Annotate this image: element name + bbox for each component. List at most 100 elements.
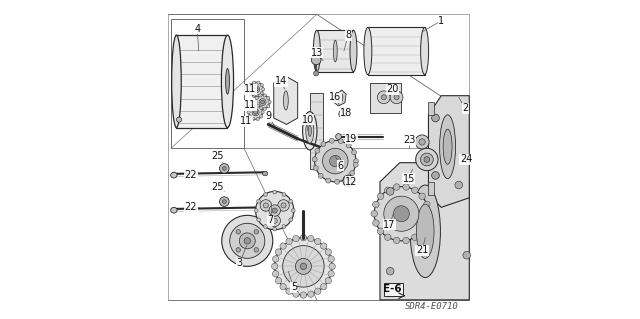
Text: 25: 25 xyxy=(211,182,223,192)
Circle shape xyxy=(335,179,340,184)
Circle shape xyxy=(254,209,258,212)
Circle shape xyxy=(300,234,307,241)
Text: 25: 25 xyxy=(211,151,223,161)
Circle shape xyxy=(261,111,264,114)
Text: 11: 11 xyxy=(244,84,257,94)
Circle shape xyxy=(315,288,321,294)
Circle shape xyxy=(259,107,262,110)
Circle shape xyxy=(346,143,351,148)
Circle shape xyxy=(248,115,252,118)
Circle shape xyxy=(424,220,430,226)
Circle shape xyxy=(338,138,343,144)
Polygon shape xyxy=(333,90,346,106)
Ellipse shape xyxy=(443,129,452,164)
Text: 1: 1 xyxy=(438,16,444,26)
Circle shape xyxy=(271,263,278,270)
Circle shape xyxy=(419,139,425,145)
Circle shape xyxy=(463,156,469,163)
Circle shape xyxy=(321,284,327,290)
Text: 22: 22 xyxy=(184,170,197,181)
Text: 5: 5 xyxy=(291,282,297,292)
Text: SDR4-E0710: SDR4-E0710 xyxy=(404,302,458,311)
Circle shape xyxy=(273,271,279,277)
Circle shape xyxy=(394,237,400,244)
Ellipse shape xyxy=(262,171,268,176)
Text: 4: 4 xyxy=(194,24,200,34)
Circle shape xyxy=(289,199,292,203)
Text: 6: 6 xyxy=(338,161,344,171)
Circle shape xyxy=(346,178,352,184)
Ellipse shape xyxy=(177,117,182,122)
Circle shape xyxy=(257,81,260,84)
Ellipse shape xyxy=(364,27,372,75)
Circle shape xyxy=(378,193,384,200)
Circle shape xyxy=(222,167,226,170)
Circle shape xyxy=(248,88,251,91)
Circle shape xyxy=(249,84,252,87)
Ellipse shape xyxy=(314,30,320,72)
Circle shape xyxy=(329,263,335,270)
Circle shape xyxy=(263,94,266,97)
Circle shape xyxy=(385,234,391,241)
Bar xyxy=(368,27,424,75)
Circle shape xyxy=(264,193,268,197)
Circle shape xyxy=(264,225,268,228)
Circle shape xyxy=(325,249,332,255)
Circle shape xyxy=(253,86,260,93)
Circle shape xyxy=(314,166,318,171)
Circle shape xyxy=(463,251,470,259)
Polygon shape xyxy=(310,93,323,169)
Circle shape xyxy=(339,110,347,118)
Text: 14: 14 xyxy=(275,76,287,86)
Circle shape xyxy=(292,235,299,242)
Circle shape xyxy=(321,243,327,249)
Circle shape xyxy=(326,178,331,183)
Ellipse shape xyxy=(225,69,229,94)
Circle shape xyxy=(312,157,317,162)
Circle shape xyxy=(394,184,400,190)
Circle shape xyxy=(385,187,391,194)
Circle shape xyxy=(254,248,259,252)
Ellipse shape xyxy=(171,207,177,213)
Text: 13: 13 xyxy=(310,48,323,58)
Circle shape xyxy=(252,117,255,121)
Circle shape xyxy=(308,291,314,297)
Circle shape xyxy=(260,92,264,95)
Text: 7: 7 xyxy=(268,215,274,225)
Circle shape xyxy=(280,284,286,290)
Circle shape xyxy=(328,271,334,277)
Ellipse shape xyxy=(335,134,341,139)
Circle shape xyxy=(323,148,348,174)
Circle shape xyxy=(260,115,263,118)
Ellipse shape xyxy=(338,93,343,102)
Circle shape xyxy=(256,117,259,121)
Circle shape xyxy=(273,256,279,262)
Circle shape xyxy=(394,206,410,222)
Circle shape xyxy=(353,159,358,164)
Circle shape xyxy=(300,292,307,298)
Circle shape xyxy=(412,187,418,194)
Circle shape xyxy=(296,258,312,274)
Circle shape xyxy=(249,92,252,95)
Circle shape xyxy=(424,201,430,208)
Circle shape xyxy=(321,142,326,147)
Circle shape xyxy=(220,164,229,173)
Circle shape xyxy=(257,199,260,203)
Circle shape xyxy=(315,140,356,182)
Circle shape xyxy=(282,193,286,197)
Circle shape xyxy=(378,228,384,234)
Circle shape xyxy=(289,218,292,222)
Circle shape xyxy=(292,291,299,297)
Circle shape xyxy=(252,81,255,84)
Circle shape xyxy=(252,109,259,116)
Circle shape xyxy=(221,215,273,266)
Circle shape xyxy=(267,105,270,108)
Circle shape xyxy=(403,184,410,190)
Circle shape xyxy=(255,95,269,109)
Text: E-6: E-6 xyxy=(383,284,402,294)
Circle shape xyxy=(248,107,252,110)
Circle shape xyxy=(424,157,429,162)
Circle shape xyxy=(269,215,280,226)
Circle shape xyxy=(308,235,314,242)
Circle shape xyxy=(273,190,276,194)
